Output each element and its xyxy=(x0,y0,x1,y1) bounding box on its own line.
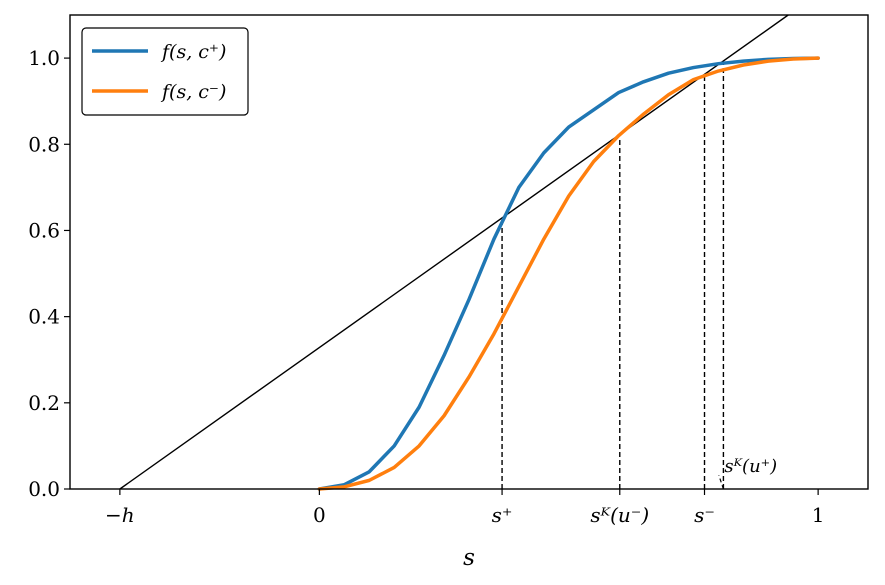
reference-line-layer xyxy=(119,14,789,490)
annotation: sᴷ(u⁺) xyxy=(718,456,777,490)
x-tick-label: s⁻ xyxy=(694,503,715,527)
x-tick-label: sᴷ(u⁻) xyxy=(590,503,649,527)
x-tick-label: −h xyxy=(105,503,135,527)
x-tick-label: s⁺ xyxy=(492,503,513,527)
legend-label-2: f(s, c⁻) xyxy=(160,81,226,103)
ticks: 0.0 0.2 0.4 0.6 0.8 1.0 −h 0 s⁺ sᴷ(u⁻) s⁻ 1 xyxy=(28,46,824,527)
dashed-verticals xyxy=(501,64,725,489)
series-layer xyxy=(317,56,820,491)
x-tick-label: 1 xyxy=(812,503,825,527)
axes-frame xyxy=(69,14,869,490)
y-tick-label: 0.8 xyxy=(28,132,60,156)
series-line-1 xyxy=(317,56,820,491)
axes xyxy=(69,14,869,490)
y-tick-label: 1.0 xyxy=(28,46,60,70)
y-tick-label: 0.0 xyxy=(28,477,60,501)
y-tick-label: 0.2 xyxy=(28,391,60,415)
x-tick-label: 0 xyxy=(313,503,326,527)
annotation-label: sᴷ(u⁺) xyxy=(724,456,777,477)
x-axis-label: s xyxy=(463,545,475,571)
y-tick-label: 0.6 xyxy=(28,218,60,242)
legend-label-1: f(s, c⁺) xyxy=(160,41,226,63)
legend: f(s, c⁺) f(s, c⁻) xyxy=(81,27,249,116)
y-tick-label: 0.4 xyxy=(28,305,60,329)
annotation-arrow xyxy=(718,474,724,490)
reference-line xyxy=(119,14,789,490)
series-line-2 xyxy=(317,56,820,491)
